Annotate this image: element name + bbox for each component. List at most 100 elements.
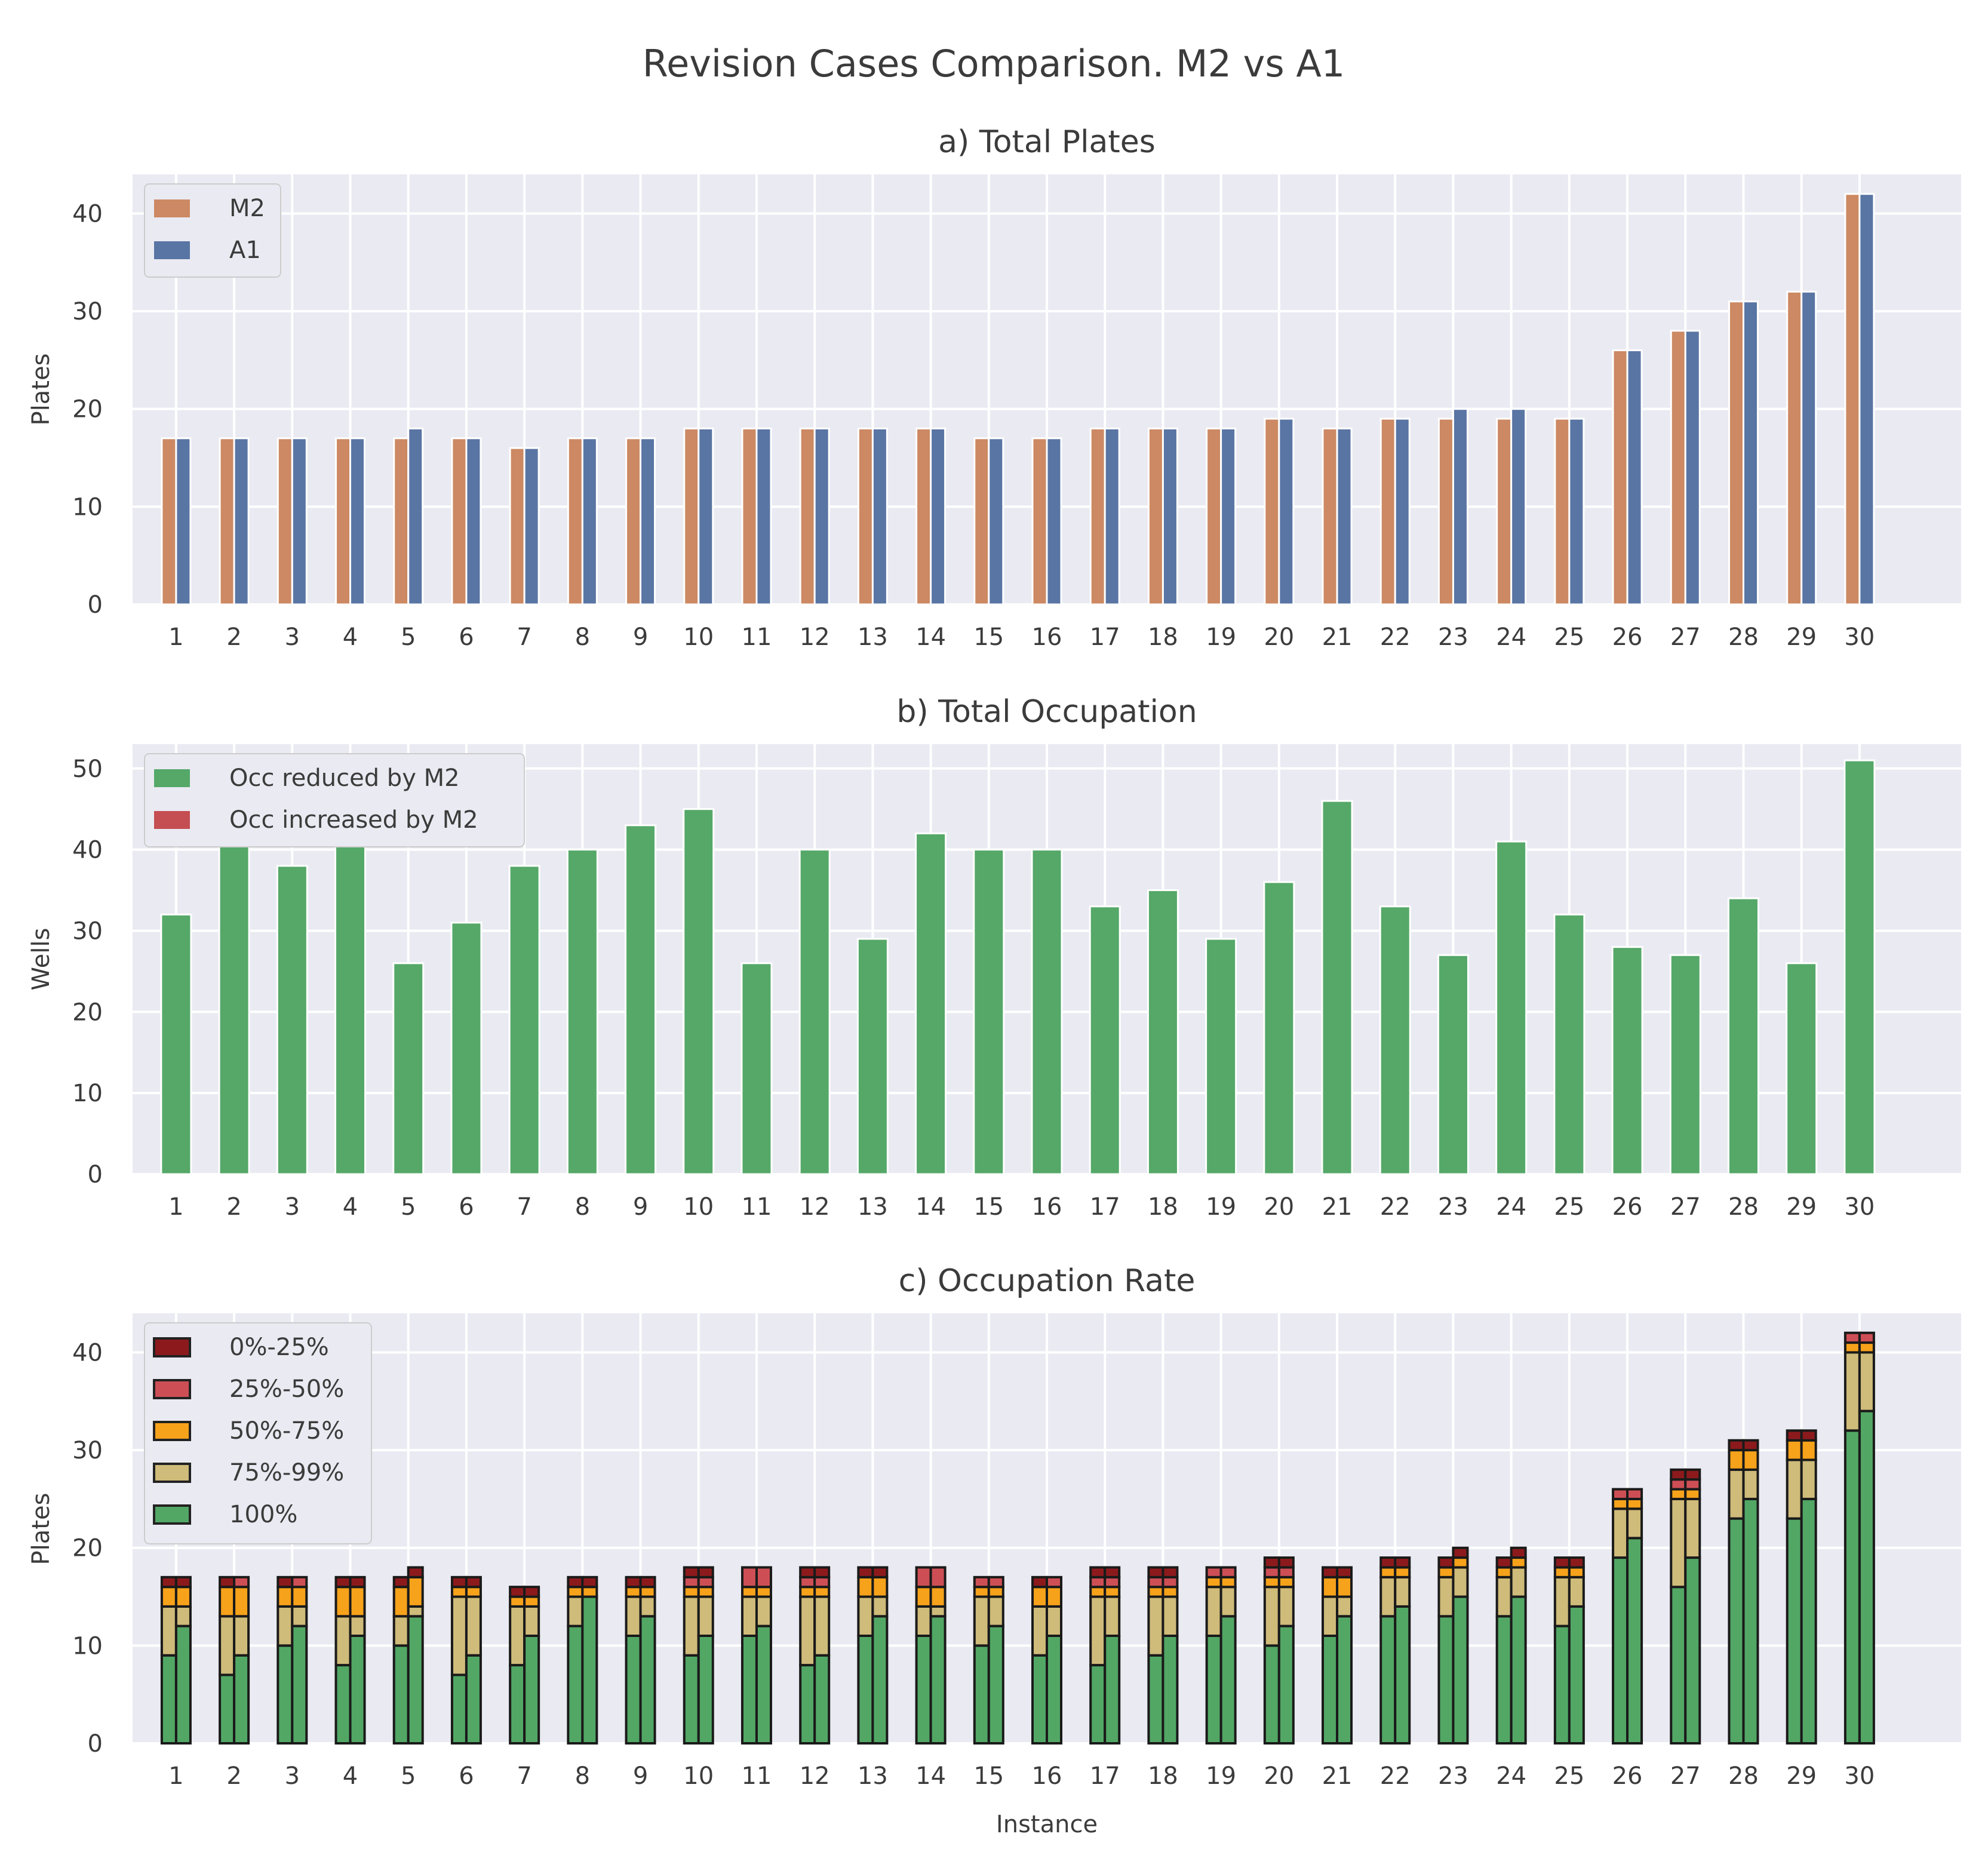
- a1-segment-0-25: [1452, 1546, 1469, 1559]
- x-tick-label: 1: [168, 1193, 183, 1221]
- m2-segment-100: [334, 1664, 352, 1744]
- x-tick-label: 15: [973, 624, 1004, 651]
- a1-segment-75-99: [1277, 1586, 1295, 1627]
- a1-segment-75-99: [639, 1595, 656, 1618]
- m2-segment-50-75: [1786, 1439, 1803, 1461]
- m2-segment-50-75: [915, 1586, 932, 1608]
- a1-segment-0-25: [174, 1575, 192, 1589]
- m2-bar: [1612, 349, 1628, 606]
- m2-segment-50-75: [567, 1586, 584, 1598]
- x-tick-label: 22: [1380, 1193, 1411, 1221]
- x-tick-label: 11: [742, 1762, 772, 1790]
- m2-segment-75-99: [1379, 1575, 1397, 1618]
- legend-label-a1: A1: [229, 237, 261, 264]
- m2-bar: [1379, 417, 1396, 606]
- a1-bar: [1046, 437, 1062, 606]
- m2-segment-75-99: [1553, 1575, 1571, 1627]
- m2-segment-75-99: [219, 1615, 236, 1676]
- a1-segment-0-25: [1394, 1556, 1411, 1569]
- m2-segment-25-50: [973, 1575, 990, 1589]
- y-tick-label: 20: [72, 999, 103, 1026]
- m2-segment-75-99: [740, 1595, 758, 1637]
- occ-reduced-bar: [1727, 897, 1759, 1175]
- m2-bar: [741, 427, 758, 606]
- occ-reduced-bar: [1786, 962, 1818, 1175]
- legend-swatch-75-99: [153, 1463, 191, 1483]
- x-tick-label: 11: [742, 1193, 772, 1221]
- a1-segment-0-25: [1742, 1439, 1759, 1452]
- occ-reduced-bar: [1263, 881, 1295, 1175]
- m2-segment-0-25: [857, 1566, 874, 1578]
- a1-bar: [1626, 349, 1643, 606]
- a1-segment-50-75: [1046, 1586, 1062, 1608]
- m2-segment-0-25: [509, 1586, 526, 1598]
- m2-segment-50-75: [1612, 1497, 1629, 1510]
- m2-segment-0-25: [1670, 1468, 1687, 1481]
- m2-bar: [1264, 417, 1280, 606]
- a1-segment-50-75: [1568, 1566, 1585, 1578]
- m2-segment-100: [1437, 1615, 1455, 1744]
- a1-bar: [465, 437, 482, 606]
- m2-segment-0-25: [1089, 1566, 1107, 1578]
- occ-reduced-bar: [683, 808, 715, 1175]
- m2-segment-50-75: [625, 1586, 642, 1598]
- x-tick-label: 23: [1438, 624, 1468, 651]
- occ-reduced-bar: [392, 962, 425, 1175]
- x-tick-label: 2: [226, 1762, 241, 1790]
- x-tick-label: 23: [1438, 1762, 1468, 1790]
- a1-segment-100: [1162, 1635, 1179, 1744]
- m2-segment-75-99: [1031, 1605, 1048, 1657]
- panel-total-plates-legend: M2 A1: [144, 183, 281, 278]
- a1-segment-25-50: [1277, 1566, 1295, 1578]
- x-tick-label: 9: [633, 1193, 648, 1221]
- legend-swatch-50-75: [153, 1421, 191, 1441]
- m2-bar: [799, 427, 816, 606]
- panel-occupation-rate-bars: [160, 1331, 1875, 1745]
- occ-reduced-bar: [334, 824, 367, 1175]
- m2-segment-100: [1205, 1635, 1222, 1744]
- a1-bar: [871, 427, 888, 606]
- legend-swatch-m2: [154, 199, 190, 217]
- m2-segment-25-50: [1263, 1566, 1280, 1578]
- a1-segment-0-25: [871, 1566, 889, 1578]
- a1-bar: [1568, 417, 1585, 606]
- m2-segment-100: [915, 1635, 932, 1744]
- a1-segment-50-75: [1104, 1586, 1121, 1598]
- y-tick-label: 0: [88, 591, 103, 619]
- x-tick-label: 21: [1322, 1762, 1353, 1790]
- a1-segment-75-99: [1626, 1507, 1643, 1540]
- a1-segment-75-99: [291, 1605, 308, 1627]
- a1-segment-100: [407, 1615, 424, 1744]
- x-tick-label: 10: [683, 1193, 714, 1221]
- m2-segment-50-75: [1843, 1341, 1861, 1354]
- panel-occupation-rate-title: c) Occupation Rate: [899, 1263, 1196, 1299]
- m2-segment-75-99: [1495, 1575, 1513, 1618]
- a1-bar: [233, 437, 250, 606]
- a1-bar: [523, 447, 540, 606]
- a1-segment-50-75: [407, 1575, 424, 1608]
- x-tick-label: 2: [226, 1193, 241, 1221]
- legend-swatch-reduced: [154, 769, 190, 787]
- x-tick-label: 13: [858, 1193, 888, 1221]
- a1-segment-75-99: [1568, 1575, 1585, 1608]
- y-tick-label: 40: [72, 1339, 103, 1366]
- legend-label-50-75: 50%-75%: [229, 1417, 344, 1445]
- m2-segment-0-25: [334, 1575, 352, 1589]
- x-tick-label: 16: [1032, 1762, 1062, 1790]
- m2-bar: [973, 437, 990, 606]
- x-tick-label: 20: [1264, 1762, 1294, 1790]
- m2-segment-100: [276, 1644, 294, 1744]
- m2-bar: [1496, 417, 1513, 606]
- m2-segment-75-99: [915, 1605, 932, 1638]
- a1-segment-0-25: [1510, 1546, 1527, 1559]
- occ-reduced-bar: [1669, 954, 1701, 1175]
- m2-bar: [219, 437, 235, 606]
- m2-segment-50-75: [1031, 1586, 1048, 1608]
- y-tick-label: 40: [72, 200, 103, 228]
- a1-segment-25-50: [813, 1575, 831, 1589]
- occ-reduced-bar: [276, 865, 308, 1175]
- x-tick-label: 30: [1844, 1762, 1875, 1790]
- a1-segment-0-25: [1336, 1566, 1353, 1578]
- y-tick-label: 0: [88, 1730, 103, 1758]
